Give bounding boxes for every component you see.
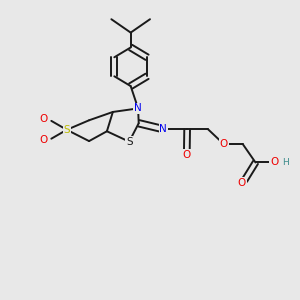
Text: N: N [134, 103, 142, 113]
Text: O: O [183, 150, 191, 160]
Text: N: N [160, 124, 167, 134]
Text: O: O [270, 158, 278, 167]
Text: O: O [40, 114, 48, 124]
Text: H: H [282, 158, 289, 167]
Text: S: S [126, 137, 133, 147]
Text: O: O [40, 135, 48, 145]
Text: O: O [237, 178, 246, 188]
Text: O: O [220, 139, 228, 149]
Text: S: S [64, 125, 70, 135]
